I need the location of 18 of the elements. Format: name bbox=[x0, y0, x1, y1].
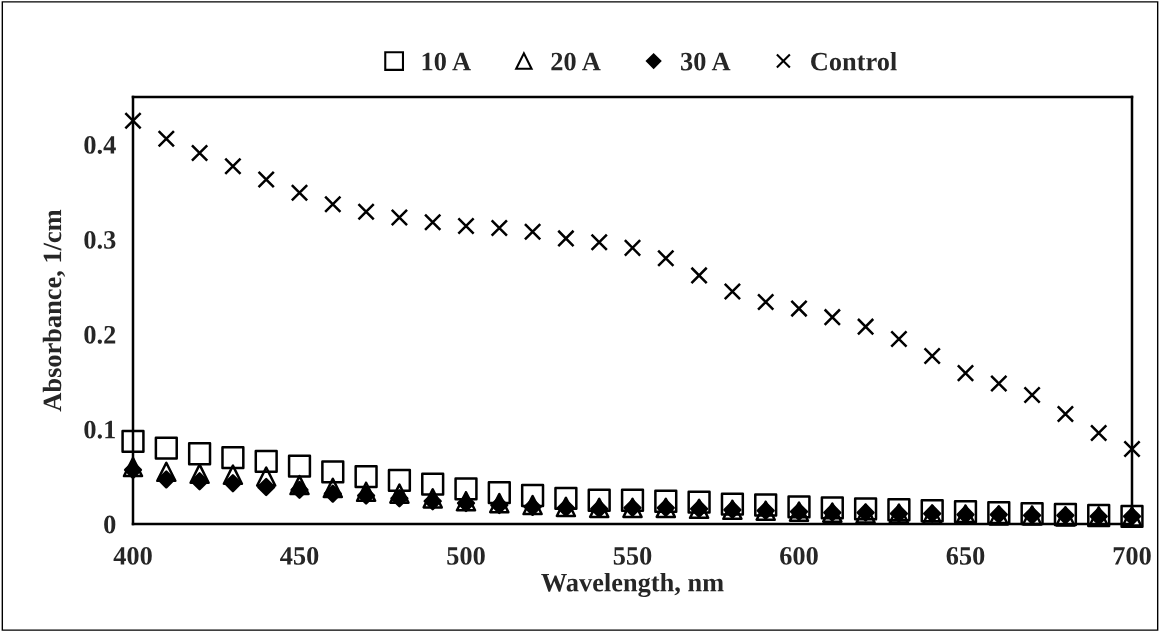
legend-label: 20 A bbox=[551, 52, 601, 71]
y-tick-label: 0 bbox=[104, 515, 116, 534]
y-tick-label: 0.2 bbox=[84, 325, 116, 344]
y-axis-title: Absorbance, 1/cm bbox=[42, 209, 66, 412]
legend-label: 10 A bbox=[422, 52, 471, 71]
x-tick-label: 600 bbox=[780, 546, 818, 565]
y-tick-label: 0.1 bbox=[84, 420, 115, 439]
legend-label: Control bbox=[811, 51, 897, 71]
x-tick-label: 550 bbox=[613, 546, 652, 565]
legend-label: 30 A bbox=[681, 52, 731, 71]
y-tick-label: 0.4 bbox=[84, 136, 116, 154]
x-tick-label: 700 bbox=[1113, 546, 1151, 565]
x-axis-title: Wavelength, nm bbox=[541, 572, 724, 598]
x-tick-label: 650 bbox=[946, 546, 985, 565]
y-tick-label: 0.3 bbox=[84, 230, 116, 249]
x-tick-label: 450 bbox=[280, 546, 319, 565]
x-tick-label: 500 bbox=[447, 546, 485, 565]
x-tick-label: 400 bbox=[113, 546, 152, 565]
